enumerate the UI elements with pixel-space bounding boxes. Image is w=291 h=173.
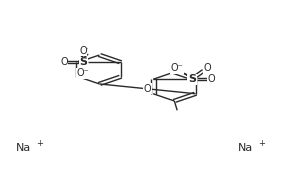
Text: S: S	[79, 57, 87, 67]
Text: O: O	[144, 84, 151, 94]
Text: S: S	[188, 74, 196, 84]
Text: O: O	[60, 57, 68, 67]
Text: Na: Na	[16, 143, 31, 153]
Text: O: O	[79, 46, 87, 56]
Text: Na: Na	[238, 143, 253, 153]
Text: O⁻: O⁻	[77, 68, 90, 78]
Text: O: O	[207, 74, 215, 84]
Text: O⁻: O⁻	[171, 63, 183, 73]
Text: +: +	[258, 139, 265, 148]
Text: O: O	[203, 63, 211, 73]
Text: +: +	[37, 139, 43, 148]
